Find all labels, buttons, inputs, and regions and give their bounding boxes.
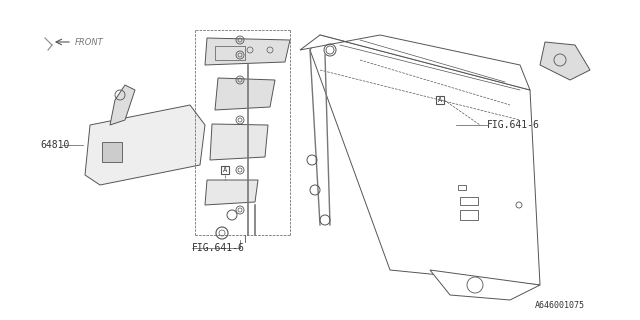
Text: FIG.641-6: FIG.641-6 [487, 120, 540, 130]
Text: A: A [223, 167, 227, 173]
Polygon shape [430, 270, 540, 300]
Polygon shape [540, 42, 590, 80]
Text: A: A [438, 97, 442, 103]
Polygon shape [110, 85, 135, 125]
Polygon shape [310, 35, 540, 285]
Polygon shape [215, 78, 275, 110]
Text: FIG.641-6: FIG.641-6 [192, 243, 245, 253]
Text: 64810: 64810 [40, 140, 69, 150]
Bar [460, 197, 478, 205]
Polygon shape [205, 38, 290, 65]
Polygon shape [210, 124, 268, 160]
Polygon shape [205, 180, 258, 205]
Bar [215, 46, 245, 60]
Polygon shape [85, 105, 205, 185]
Bar [460, 210, 478, 220]
Bar [221, 166, 229, 174]
Bar [458, 185, 466, 190]
Bar [102, 142, 122, 162]
Bar [436, 96, 444, 104]
Text: A646001075: A646001075 [535, 301, 585, 310]
Polygon shape [300, 35, 530, 90]
Text: FRONT: FRONT [75, 37, 104, 46]
